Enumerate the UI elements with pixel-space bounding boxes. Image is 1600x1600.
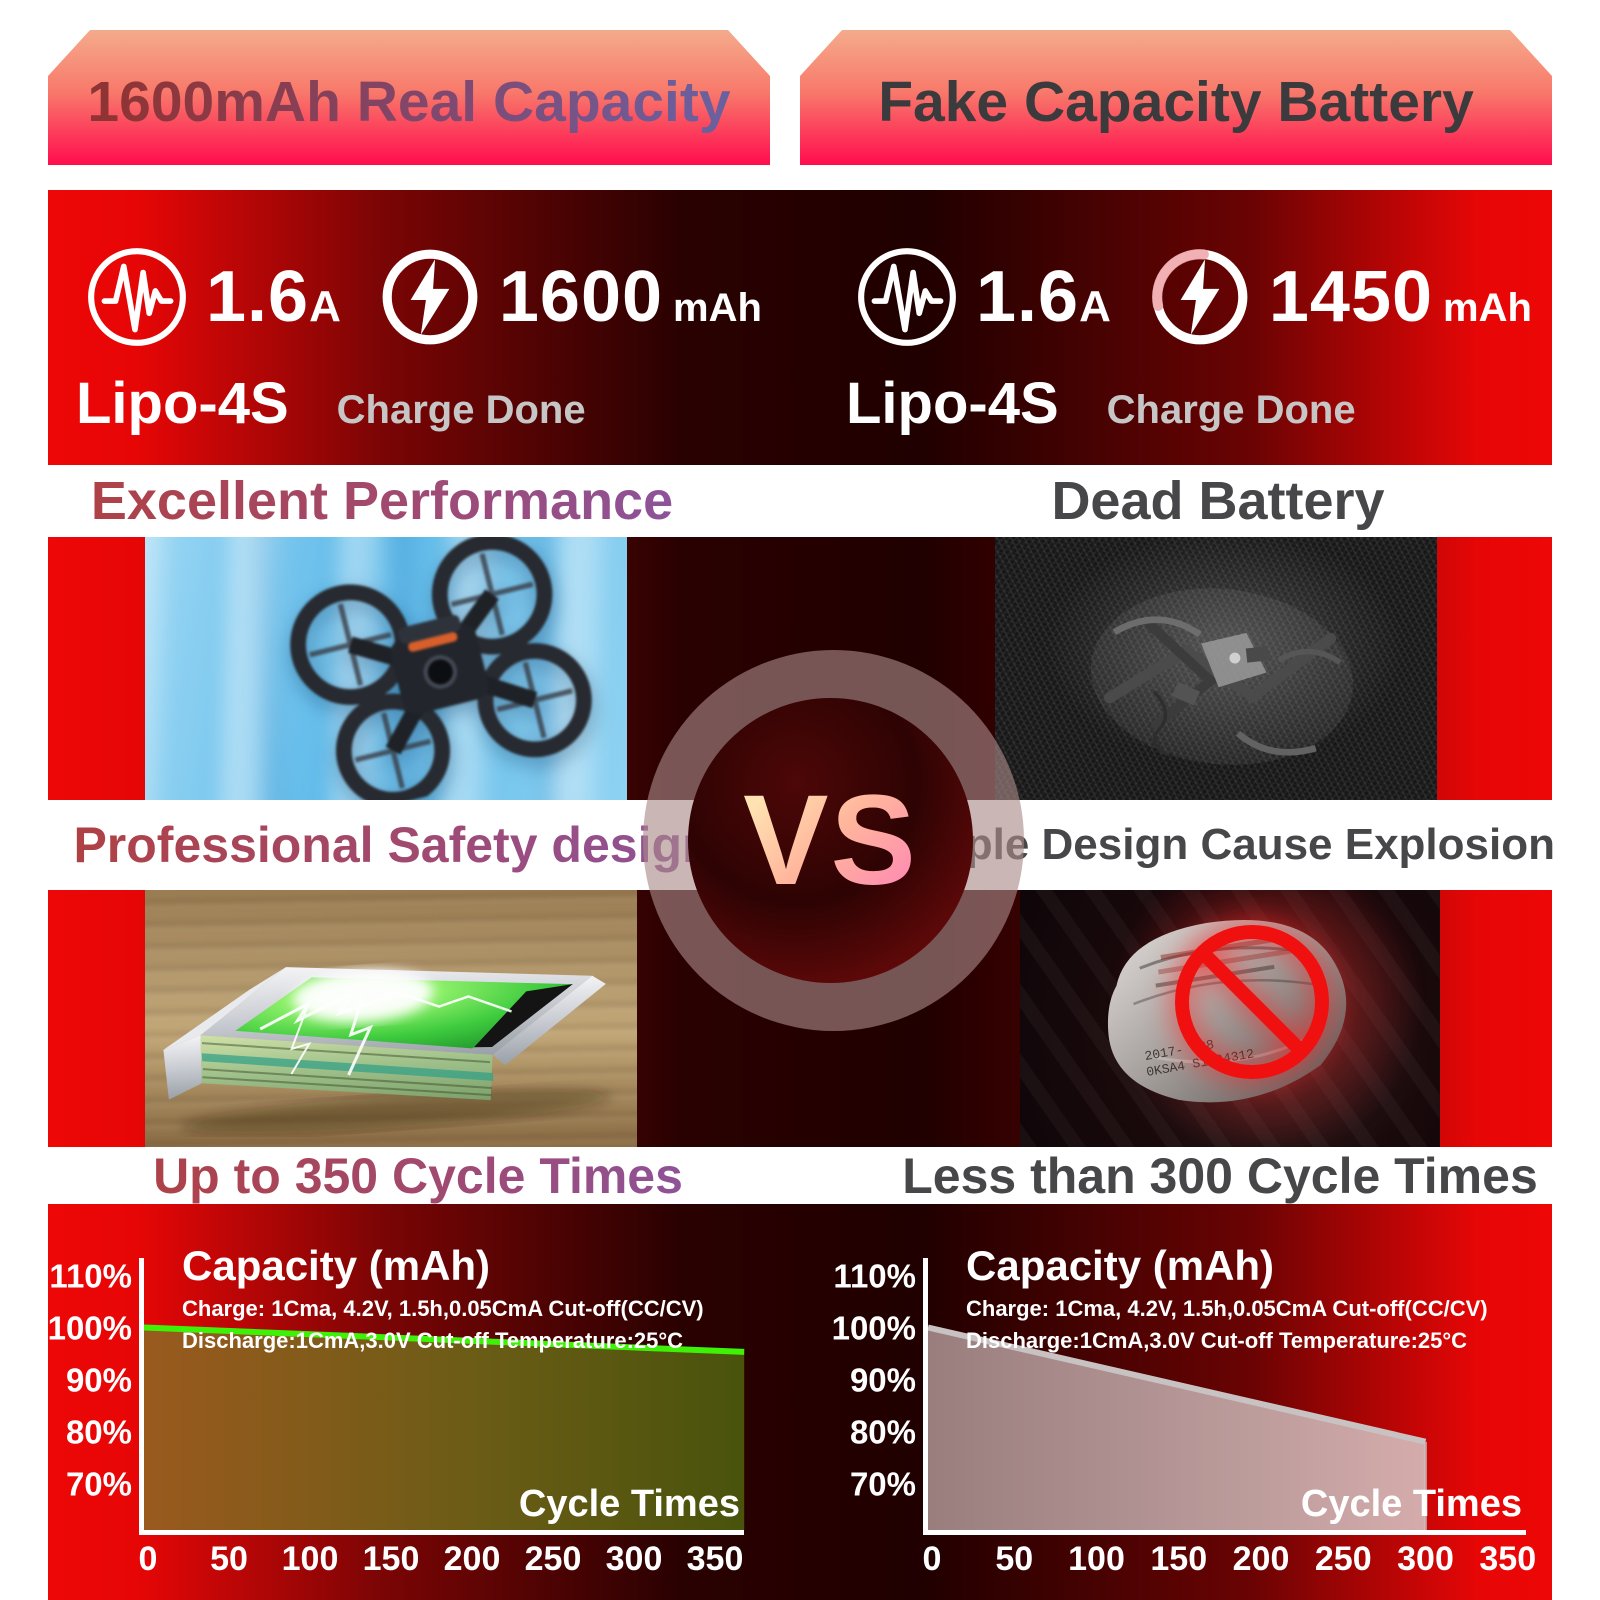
x-axis-line [139,1530,744,1535]
right-capacity: 1450 mAh [1269,256,1532,338]
battery-cutaway-photo [145,890,637,1147]
up-to-350-cycles-heading: Up to 350 Cycle Times [98,1147,738,1204]
right-current-unit: A [1079,282,1111,331]
chart-title: Capacity (mAh) [182,1242,490,1289]
less-than-300-cycles-heading: Less than 300 Cycle Times [902,1147,1538,1204]
right-spec-row: 1.6 A 1450 mAh [854,244,1532,350]
y-tick-label: 100% [832,1310,916,1347]
x-axis-label: Cycle Times [519,1483,740,1525]
left-capacity-unit: mAh [673,286,762,330]
x-axis-line [923,1530,1526,1535]
chart-condition-line: Discharge:1CmA,3.0V Cut-off Temperature:… [182,1328,683,1353]
x-tick-label: 350 [1479,1540,1536,1578]
spec-panel: 1.6 A 1600 mAh 1.6 A [48,190,1552,465]
left-battery-type: Lipo-4S [76,371,289,436]
capacity-curve [143,1324,745,1355]
dead-battery-heading: Dead Battery [1051,471,1385,531]
performance-heading-band: Excellent Performance Dead Battery [48,465,1552,537]
y-tick-label: 100% [48,1310,132,1347]
x-tick-label: 250 [1315,1540,1372,1578]
right-current-value: 1.6 [976,257,1080,337]
swollen-battery-photo: 2017- -28 0KSA4 S1004312 [1020,890,1440,1147]
real-capacity-banner: 1600mAh Real Capacity [48,30,770,165]
cycle-life-charts-panel: 110% 100% 90% 80% 70% 0 50 100 150 200 250 300 350 Ca… [48,1204,1552,1600]
y-tick-label: 70% [850,1465,916,1502]
lightning-bolt-broken-ring-icon [1152,249,1248,345]
y-tick-label: 90% [850,1361,916,1398]
chart-condition-line: Charge: 1Cma, 4.2V, 1.5h,0.05CmA Cut-off… [966,1296,1488,1321]
y-tick-label: 90% [66,1361,132,1398]
right-battery-type-row: Lipo-4S Charge Done [846,370,1356,437]
right-charge-status: Charge Done [1106,388,1356,432]
cycle-life-heading-band: Up to 350 Cycle Times Less than 300 Cycl… [48,1147,1552,1204]
left-current-unit: A [309,282,341,331]
x-tick-label: 150 [1150,1540,1207,1578]
x-tick-label: 50 [210,1540,248,1578]
x-tick-label: 250 [525,1540,582,1578]
photo-row-performance [48,537,1552,800]
vs-badge-label: VS [743,769,918,912]
x-tick-label: 200 [1233,1540,1290,1578]
chart-condition-line: Discharge:1CmA,3.0V Cut-off Temperature:… [966,1328,1467,1353]
left-capacity: 1600 mAh [499,256,762,338]
right-battery-type: Lipo-4S [846,371,1059,436]
professional-safety-heading: Professional Safety design [48,800,738,890]
left-discharge-current: 1.6 A [206,256,341,338]
capacity-area-fill [144,1327,745,1530]
crashed-drone-photo [995,537,1437,800]
right-discharge-current: 1.6 A [976,256,1111,338]
no-entry-slash-icon [1175,925,1329,1079]
left-battery-type-row: Lipo-4S Charge Done [76,370,586,437]
pulse-waveform-icon [858,248,956,346]
x-tick-label: 0 [139,1540,158,1578]
left-spec-row: 1.6 A 1600 mAh [84,244,762,350]
drone-flying-photo [145,537,627,800]
fake-capacity-banner: Fake Capacity Battery [800,30,1552,165]
battery-cell-illustration [163,967,611,1134]
x-tick-label: 300 [1397,1540,1454,1578]
x-tick-label: 350 [687,1540,744,1578]
y-axis-line [923,1258,928,1535]
real-capacity-banner-label: 1600mAh Real Capacity [87,69,731,134]
chart-title: Capacity (mAh) [966,1242,1274,1289]
left-current-value: 1.6 [206,257,310,337]
capacity-curve [927,1324,1427,1445]
crashed-drone-illustration [1090,588,1354,765]
x-tick-label: 0 [923,1540,942,1578]
y-axis-line [139,1258,144,1535]
vs-badge: VS [688,698,973,983]
y-tick-label: 110% [833,1258,916,1295]
y-tick-label: 80% [850,1413,916,1450]
right-capacity-value: 1450 [1268,257,1434,337]
right-capacity-unit: mAh [1443,286,1532,330]
y-tick-label: 70% [66,1465,132,1502]
left-charge-status: Charge Done [336,388,586,432]
flying-drone-illustration [290,537,592,800]
capacity-area-fill [928,1327,1426,1530]
x-tick-label: 50 [995,1540,1033,1578]
x-tick-label: 100 [282,1540,339,1578]
fake-capacity-cycle-chart: 110% 100% 90% 80% 70% 0 50 100 150 200 250 300 350 Ca… [832,1242,1537,1578]
x-axis-label: Cycle Times [1301,1483,1522,1525]
x-tick-label: 100 [1068,1540,1125,1578]
pulse-waveform-icon [88,248,186,346]
y-tick-label: 110% [49,1258,132,1295]
lightning-bolt-full-ring-icon [382,249,478,345]
left-capacity-value: 1600 [498,257,664,337]
x-tick-label: 150 [363,1540,420,1578]
x-tick-label: 300 [606,1540,663,1578]
x-tick-label: 200 [444,1540,501,1578]
fake-capacity-banner-label: Fake Capacity Battery [878,69,1474,134]
excellent-performance-heading: Excellent Performance [48,465,716,537]
y-tick-label: 80% [66,1413,132,1450]
real-capacity-cycle-chart: 110% 100% 90% 80% 70% 0 50 100 150 200 250 300 350 Ca… [48,1242,745,1578]
chart-condition-line: Charge: 1Cma, 4.2V, 1.5h,0.05CmA Cut-off… [182,1296,704,1321]
